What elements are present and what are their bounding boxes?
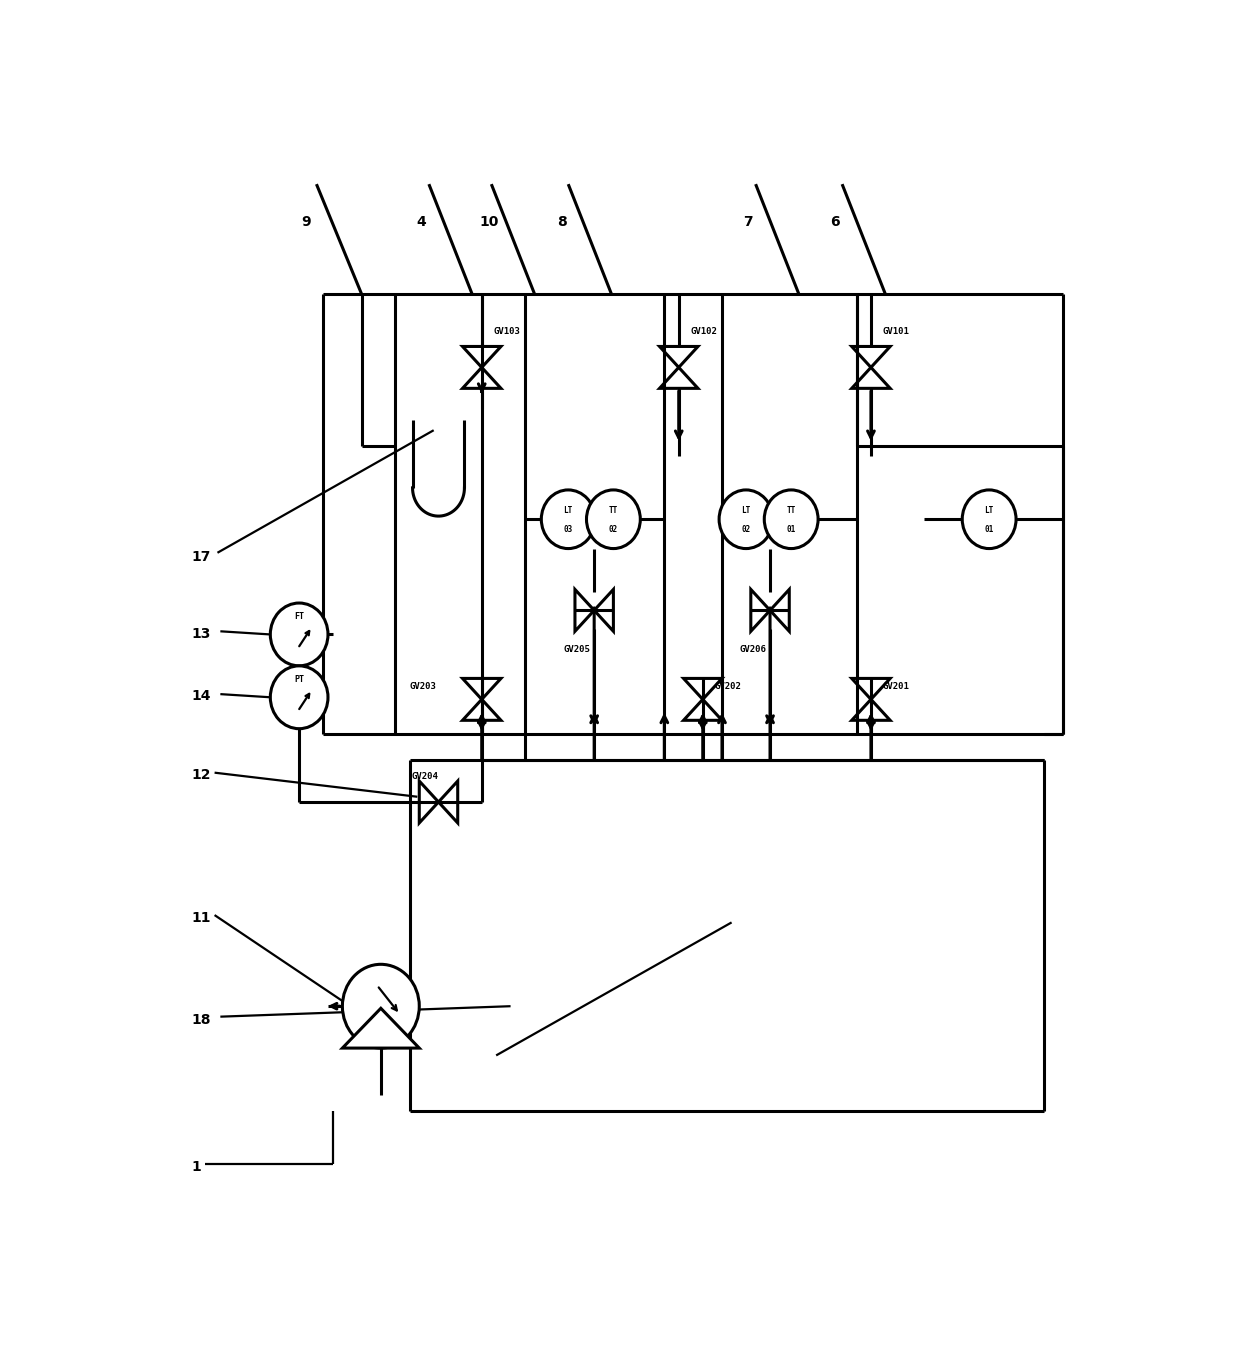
- Circle shape: [270, 666, 327, 729]
- Text: 11: 11: [191, 911, 211, 925]
- Text: LT: LT: [742, 506, 750, 515]
- Text: TT: TT: [786, 506, 796, 515]
- Text: 02: 02: [609, 525, 618, 534]
- Text: 10: 10: [480, 215, 500, 228]
- Text: 03: 03: [564, 525, 573, 534]
- Text: 17: 17: [191, 551, 211, 564]
- Text: 01: 01: [985, 525, 993, 534]
- Text: 12: 12: [191, 768, 211, 782]
- Text: GV201: GV201: [883, 681, 909, 691]
- Text: GV101: GV101: [883, 326, 909, 336]
- Circle shape: [719, 490, 773, 548]
- Text: 13: 13: [191, 627, 211, 641]
- Text: GV202: GV202: [714, 681, 742, 691]
- Text: GV103: GV103: [494, 326, 520, 336]
- Circle shape: [962, 490, 1016, 548]
- Text: 6: 6: [831, 215, 841, 228]
- Text: PT: PT: [294, 675, 304, 684]
- Text: TT: TT: [609, 506, 618, 515]
- Text: 1: 1: [191, 1160, 201, 1174]
- Text: 4: 4: [417, 215, 427, 228]
- Polygon shape: [342, 1008, 419, 1049]
- Text: GV204: GV204: [412, 772, 439, 781]
- Text: 01: 01: [786, 525, 796, 534]
- Circle shape: [270, 602, 327, 666]
- Circle shape: [587, 490, 640, 548]
- Text: LT: LT: [985, 506, 993, 515]
- Text: GV102: GV102: [691, 326, 717, 336]
- Text: 7: 7: [743, 215, 753, 228]
- Circle shape: [542, 490, 595, 548]
- Text: 9: 9: [301, 215, 311, 228]
- Text: FT: FT: [294, 612, 304, 620]
- Text: 8: 8: [557, 215, 567, 228]
- Circle shape: [764, 490, 818, 548]
- Text: LT: LT: [564, 506, 573, 515]
- Text: 02: 02: [742, 525, 750, 534]
- Text: 14: 14: [191, 690, 211, 703]
- Text: GV206: GV206: [739, 645, 766, 654]
- Text: GV205: GV205: [563, 645, 590, 654]
- Circle shape: [342, 964, 419, 1049]
- Text: 18: 18: [191, 1013, 211, 1027]
- Text: GV203: GV203: [409, 681, 436, 691]
